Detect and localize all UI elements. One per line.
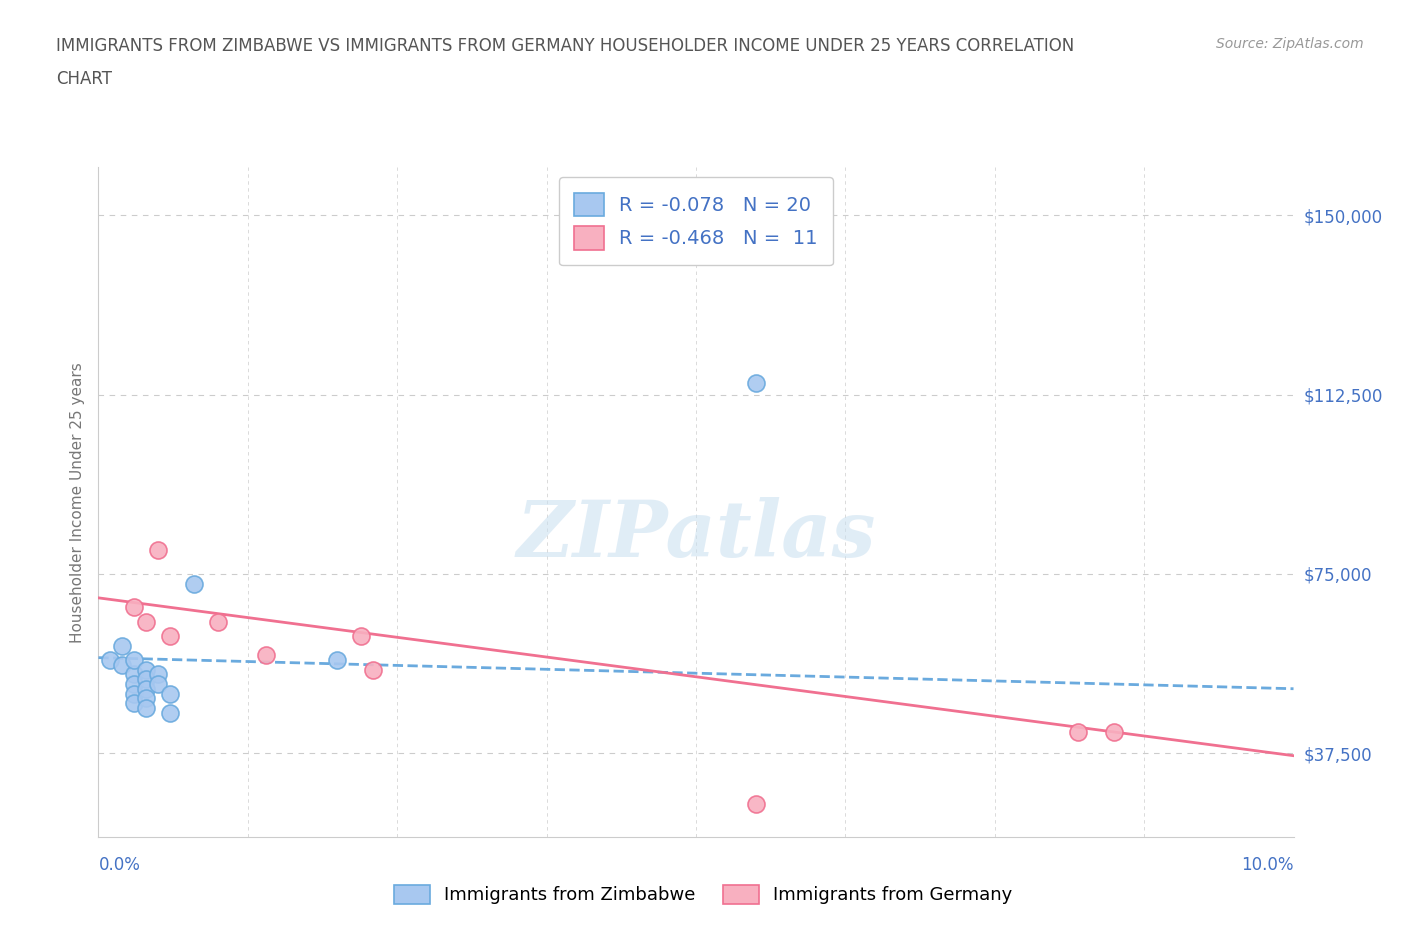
Point	[135, 615, 157, 630]
Text: IMMIGRANTS FROM ZIMBABWE VS IMMIGRANTS FROM GERMANY HOUSEHOLDER INCOME UNDER 25 : IMMIGRANTS FROM ZIMBABWE VS IMMIGRANTS F…	[56, 37, 1074, 55]
Point	[135, 691, 157, 706]
Y-axis label: Householder Income Under 25 years: Householder Income Under 25 years	[69, 362, 84, 643]
Point	[124, 600, 146, 615]
Point	[148, 542, 170, 557]
Point	[363, 662, 385, 677]
Text: ZIPatlas: ZIPatlas	[516, 498, 876, 574]
Point	[135, 662, 157, 677]
Point	[124, 696, 146, 711]
Text: Source: ZipAtlas.com: Source: ZipAtlas.com	[1216, 37, 1364, 51]
Text: CHART: CHART	[56, 70, 112, 87]
Point	[350, 629, 373, 644]
Point	[111, 658, 134, 672]
Legend: Immigrants from Zimbabwe, Immigrants from Germany: Immigrants from Zimbabwe, Immigrants fro…	[387, 878, 1019, 911]
Point	[148, 667, 170, 682]
Point	[159, 705, 181, 720]
Point	[124, 676, 146, 691]
Point	[183, 576, 205, 591]
Point	[1067, 724, 1090, 739]
Point	[124, 686, 146, 701]
Point	[745, 375, 768, 390]
Legend: R = -0.078   N = 20, R = -0.468   N =  11: R = -0.078 N = 20, R = -0.468 N = 11	[558, 177, 834, 265]
Point	[254, 648, 277, 663]
Point	[135, 671, 157, 686]
Point	[135, 700, 157, 715]
Point	[98, 653, 122, 668]
Text: 0.0%: 0.0%	[98, 857, 141, 874]
Point	[148, 676, 170, 691]
Point	[124, 653, 146, 668]
Point	[111, 638, 134, 653]
Point	[207, 615, 229, 630]
Point	[1104, 724, 1126, 739]
Point	[326, 653, 349, 668]
Point	[124, 667, 146, 682]
Point	[135, 682, 157, 697]
Point	[159, 629, 181, 644]
Point	[745, 796, 768, 811]
Text: 10.0%: 10.0%	[1241, 857, 1294, 874]
Point	[159, 686, 181, 701]
